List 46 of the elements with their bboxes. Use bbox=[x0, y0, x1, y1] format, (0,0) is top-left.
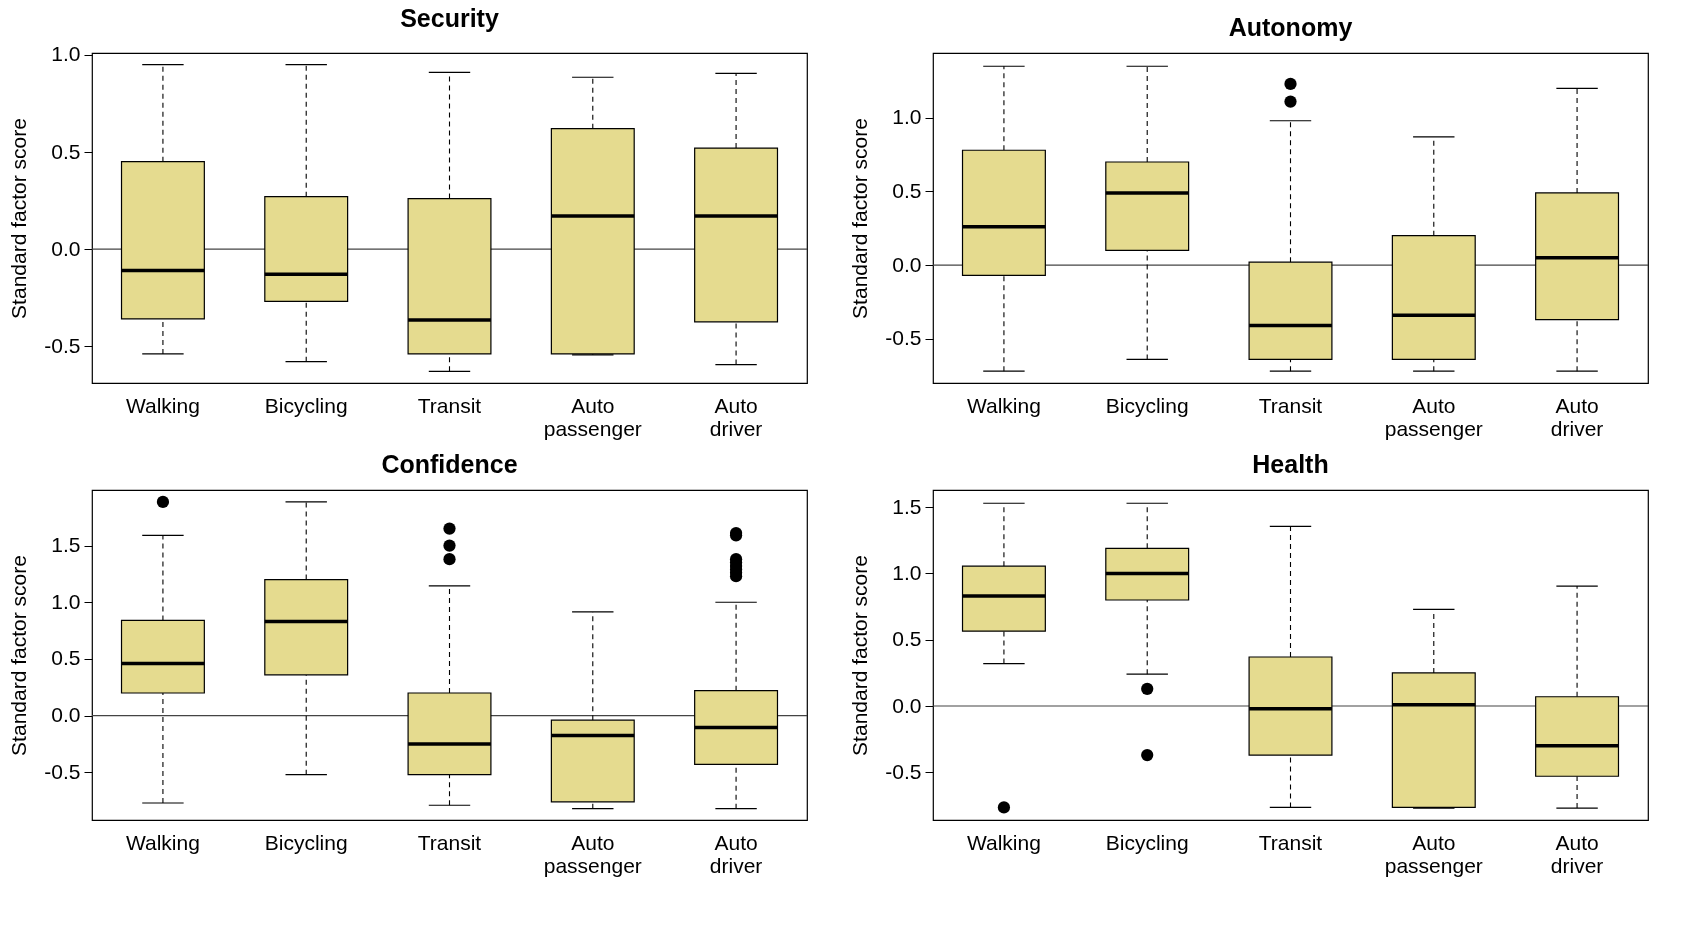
y-tick-label: -0.5 bbox=[885, 326, 922, 350]
x-tick-label: Auto driver bbox=[1550, 393, 1604, 440]
x-tick-label: Auto passenger bbox=[1384, 830, 1483, 877]
chart-title: Security bbox=[400, 3, 499, 32]
x-tick-label: Auto passenger bbox=[1384, 393, 1483, 440]
x-tick-label: Transit bbox=[417, 830, 482, 854]
y-tick-label: -0.5 bbox=[885, 759, 922, 783]
x-tick-label: Auto driver bbox=[1550, 830, 1604, 877]
x-tick-label: Bicycling bbox=[264, 830, 348, 854]
x-tick-label: Walking bbox=[125, 830, 200, 854]
chart-title: Health bbox=[1252, 450, 1329, 478]
y-tick-label: 0.0 bbox=[892, 252, 922, 276]
chart-title: Autonomy bbox=[1228, 13, 1353, 41]
y-tick-label: 0.5 bbox=[51, 646, 81, 670]
y-tick-label: 0.0 bbox=[51, 236, 81, 260]
x-tick-label: Transit bbox=[1258, 830, 1323, 854]
y-tick-label: 1.0 bbox=[51, 42, 81, 66]
y-tick-label: 1.5 bbox=[51, 533, 81, 557]
chart-title: Confidence bbox=[381, 450, 518, 478]
y-tick-label: 0.0 bbox=[51, 703, 81, 727]
x-tick-label: Transit bbox=[1258, 393, 1323, 417]
x-tick-label: Walking bbox=[125, 393, 200, 417]
x-tick-label: Auto passenger bbox=[543, 830, 642, 877]
y-axis-title: Standard factor score bbox=[7, 555, 31, 756]
x-tick-label: Walking bbox=[966, 393, 1041, 417]
x-tick-label: Transit bbox=[417, 393, 482, 417]
x-tick-label: Bicycling bbox=[1105, 393, 1189, 417]
y-axis-title: Standard factor score bbox=[848, 555, 872, 756]
x-tick-label: Auto driver bbox=[709, 393, 763, 440]
x-tick-label: Walking bbox=[966, 830, 1041, 854]
y-tick-label: 0.5 bbox=[51, 139, 81, 163]
x-tick-label: Auto driver bbox=[709, 830, 763, 877]
x-tick-label: Bicycling bbox=[1105, 830, 1189, 854]
y-tick-label: -0.5 bbox=[44, 333, 81, 357]
y-tick-label: 1.0 bbox=[892, 560, 922, 584]
x-tick-label: Bicycling bbox=[264, 393, 348, 417]
y-tick-label: 0.0 bbox=[892, 693, 922, 717]
y-tick-label: 0.5 bbox=[892, 178, 922, 202]
y-tick-label: -0.5 bbox=[44, 759, 81, 783]
y-tick-label: 1.0 bbox=[892, 105, 922, 129]
y-tick-label: 1.0 bbox=[51, 589, 81, 613]
y-axis-title: Standard factor score bbox=[7, 118, 31, 319]
y-axis-title: Standard factor score bbox=[848, 118, 872, 319]
x-tick-label: Auto passenger bbox=[543, 393, 642, 440]
y-tick-label: 1.5 bbox=[892, 494, 922, 518]
y-tick-label: 0.5 bbox=[892, 627, 922, 651]
